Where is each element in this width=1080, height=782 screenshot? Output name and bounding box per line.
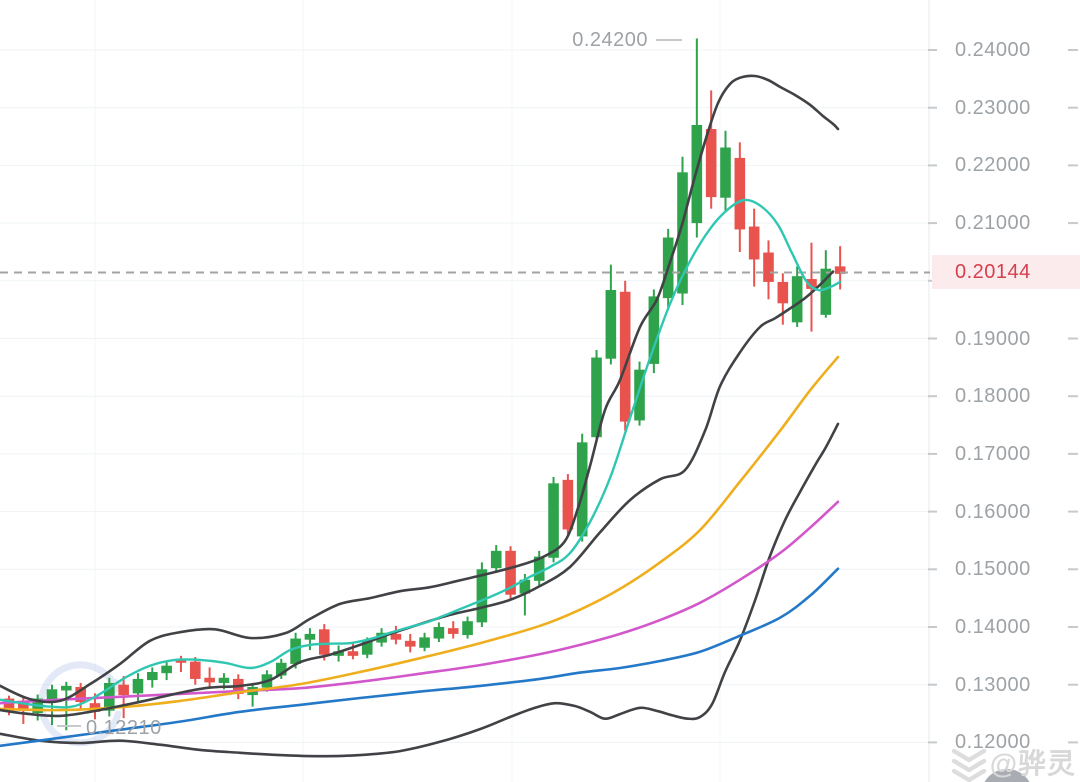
candle-wick	[50, 684, 53, 726]
price-axis-label: 0.14000	[955, 616, 1031, 638]
candle-body	[61, 685, 72, 691]
candle-body	[347, 651, 359, 656]
price-axis-label: 0.17000	[955, 442, 1031, 465]
candle-body	[419, 637, 430, 648]
candle-body	[533, 556, 545, 581]
price-axis-label: 0.15000	[955, 558, 1031, 581]
candle-body	[519, 579, 531, 594]
candle-body	[89, 703, 101, 712]
boll-lower-line	[0, 422, 840, 758]
candle-body	[147, 672, 158, 681]
boll-mid-line	[0, 270, 835, 718]
price-axis-label: 0.18000	[955, 385, 1031, 408]
candle-wick	[208, 667, 211, 688]
ma-mid-yellow-line	[0, 355, 840, 712]
high-price-dash	[656, 39, 682, 41]
triple-chevron-icon	[951, 748, 986, 782]
candle-wick	[179, 655, 182, 673]
bottom-sheet-handle[interactable]	[981, 769, 1033, 782]
candle-body	[46, 689, 58, 700]
candle-body	[648, 296, 660, 364]
author-watermark: @骅灵	[948, 741, 1080, 782]
overlay-lines	[0, 74, 842, 758]
price-axis-label: 0.22000	[955, 154, 1031, 177]
candle-body	[18, 700, 29, 709]
candle-body	[720, 147, 731, 198]
low-price-label: 0.12210	[86, 717, 162, 739]
candle-body	[562, 479, 574, 530]
candle-body	[806, 279, 817, 289]
price-axis-label: 0.23000	[955, 96, 1031, 119]
candle-body	[447, 628, 459, 634]
ma-fast-cyan-line	[0, 198, 842, 709]
low-price-dash	[57, 725, 81, 727]
candle-body	[318, 629, 330, 655]
candle-body	[189, 661, 201, 679]
candle-body	[404, 640, 416, 647]
candle-body	[677, 172, 688, 294]
candle-body	[591, 357, 602, 438]
candle-body	[204, 677, 215, 683]
candle-body	[734, 157, 746, 230]
candle-body	[304, 633, 316, 640]
candle-body	[705, 129, 717, 198]
candle-body	[791, 276, 803, 323]
candle-body	[218, 677, 230, 683]
candle-body	[634, 369, 645, 421]
candle-body	[290, 638, 301, 664]
author-watermark-text: @骅灵	[989, 748, 1076, 779]
candle-body	[490, 550, 502, 569]
price-axis-label: 0.16000	[955, 500, 1031, 523]
candle-body	[619, 291, 631, 422]
price-axis-label: 0.19000	[955, 327, 1031, 350]
candle-body	[820, 268, 832, 315]
candle-body	[118, 684, 129, 696]
candle-body	[462, 621, 473, 636]
candle-body	[75, 687, 86, 703]
price-axis-label: 0.12000	[955, 731, 1031, 754]
high-price-label: 0.24200	[572, 29, 648, 51]
candle-body	[505, 550, 516, 595]
candle-body	[333, 651, 344, 656]
candle-body	[548, 483, 559, 558]
candle-wick	[251, 684, 254, 707]
candle-body	[777, 281, 789, 304]
candle-body	[175, 659, 187, 663]
candle-body	[605, 290, 617, 359]
price-axis-label: 0.21000	[955, 212, 1031, 235]
candle-body	[834, 266, 846, 274]
candle-body	[748, 226, 760, 260]
current-price-tag: 0.20144	[932, 255, 1080, 289]
gridlines	[0, 0, 930, 782]
candle-body	[3, 698, 15, 712]
candle-body	[476, 569, 488, 623]
candle-body	[763, 252, 774, 282]
ma-slow-magenta-line	[0, 500, 840, 705]
boll-upper-line	[0, 74, 840, 704]
candle-body	[132, 678, 144, 694]
candle-body	[275, 662, 287, 676]
candle-body	[390, 633, 402, 640]
price-axis-label: 0.24000	[955, 39, 1031, 61]
current-price-value: 0.20144	[955, 260, 1031, 283]
candle-body	[433, 627, 445, 639]
price-axis-label: 0.13000	[955, 673, 1031, 696]
ma-long-blue-line	[0, 567, 840, 748]
candle-body	[161, 665, 172, 674]
candle-body	[361, 641, 373, 655]
candle-body	[576, 442, 588, 537]
